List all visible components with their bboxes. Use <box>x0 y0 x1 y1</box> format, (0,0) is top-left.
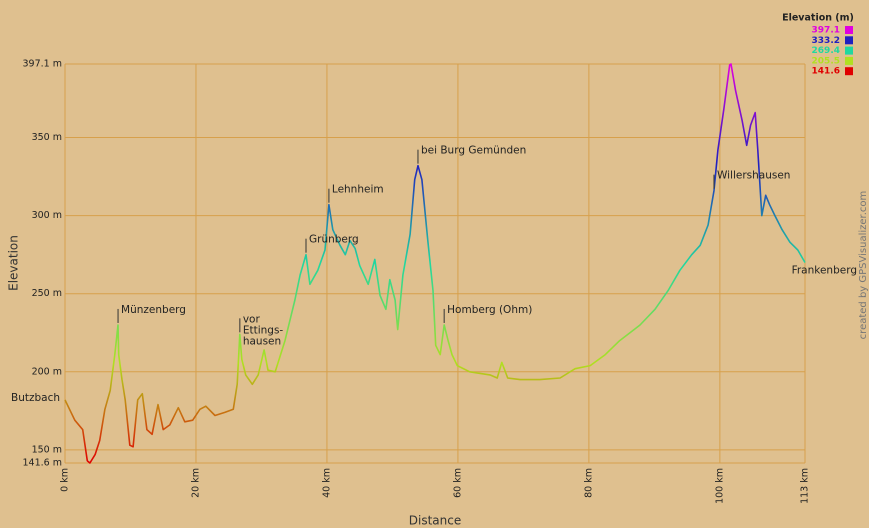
waypoint-label: Homberg (Ohm) <box>447 304 532 316</box>
x-tick-label: 113 km <box>800 468 811 504</box>
x-tick-label: 80 km <box>583 468 594 498</box>
waypoint-label: Frankenberg <box>792 264 857 276</box>
legend-swatch <box>845 46 853 55</box>
x-axis-title: Distance <box>409 514 461 528</box>
credit: created by GPSVisualizer.com <box>858 191 869 340</box>
y-tick-label: 397.1 m <box>23 59 62 70</box>
y-axis-title: Elevation <box>7 235 21 291</box>
legend-title: Elevation (m) <box>782 13 854 24</box>
waypoint-label: Butzbach <box>11 392 60 404</box>
legend-label: 269.4 <box>812 46 840 56</box>
legend-label: 205.5 <box>812 56 840 66</box>
y-tick-label: 250 m <box>32 288 62 299</box>
legend-label: 141.6 <box>812 67 840 77</box>
legend-label: 397.1 <box>812 26 840 36</box>
y-tick-label: 350 m <box>32 132 62 143</box>
y-tick-label: 141.6 m <box>23 458 62 469</box>
x-tick-label: 40 km <box>321 468 332 498</box>
legend-swatch <box>845 36 853 45</box>
waypoint-label: Lehnheim <box>332 184 384 196</box>
elevation-line <box>64 63 806 464</box>
waypoint-label: Münzenberg <box>121 304 186 316</box>
y-tick-label: 200 m <box>32 366 62 377</box>
x-tick-label: 20 km <box>190 468 201 498</box>
legend-swatch <box>845 56 853 65</box>
waypoint-label: bei Burg Gemünden <box>421 145 526 157</box>
x-tick-label: 0 km <box>60 468 71 492</box>
waypoint-label: Ettings- <box>243 324 284 336</box>
y-tick-label: 300 m <box>32 210 62 221</box>
waypoint-label: vor <box>243 313 261 325</box>
x-tick-label: 60 km <box>452 468 463 498</box>
x-tick-label: 100 km <box>714 468 725 504</box>
waypoint-label: Grünberg <box>309 234 359 246</box>
y-tick-label: 150 m <box>32 444 62 455</box>
legend-swatch <box>845 67 853 76</box>
waypoint-label: hausen <box>243 335 281 347</box>
legend-swatch <box>845 26 853 34</box>
waypoint-label: Willershausen <box>717 170 790 182</box>
legend-label: 333.2 <box>812 36 840 46</box>
